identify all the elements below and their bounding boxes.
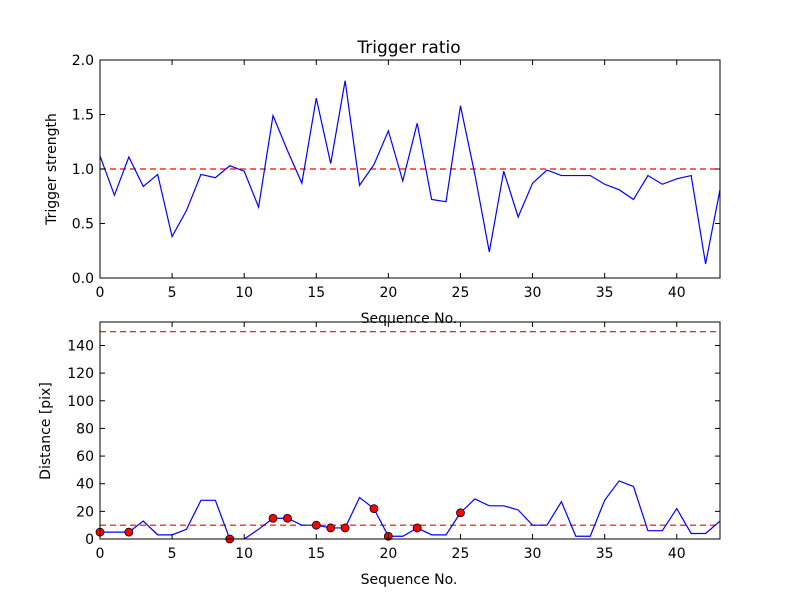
x-tick-label: 10 <box>235 546 253 562</box>
x-tick-label: 0 <box>96 285 105 301</box>
y-tick-label: 140 <box>67 338 94 354</box>
trigger-ratio-chart: Trigger ratio Sequence No. Trigger stren… <box>44 38 721 327</box>
x-tick-label: 20 <box>379 546 397 562</box>
y-axis-label: Trigger strength <box>44 113 60 226</box>
x-tick-label: 5 <box>168 285 177 301</box>
x-tick-label: 15 <box>307 546 325 562</box>
y-tick-label: 40 <box>76 477 94 493</box>
y-axis-label: Distance [pix] <box>38 382 54 480</box>
series-line <box>100 80 720 264</box>
y-tick-label: 20 <box>76 504 94 520</box>
x-tick-label: 40 <box>668 285 686 301</box>
data-point-marker <box>369 504 379 513</box>
data-point-marker <box>412 523 422 533</box>
x-tick-label: 30 <box>524 285 542 301</box>
y-tick-label: 80 <box>76 421 94 437</box>
plot-frame <box>99 321 721 540</box>
x-tick-label: 30 <box>524 546 542 562</box>
plot-area <box>100 80 720 264</box>
x-axis-label: Sequence No. <box>361 311 458 327</box>
data-point-marker <box>456 508 465 518</box>
y-tick-label: 1.5 <box>72 108 94 124</box>
x-tick-label: 10 <box>235 285 253 301</box>
x-tick-label: 20 <box>379 285 397 301</box>
y-tick-label: 1.0 <box>72 162 94 178</box>
distance-chart: Sequence No. Distance [pix] 0 5 10 15 20 25 30… <box>38 321 721 588</box>
y-tick-label: 0.5 <box>72 217 94 233</box>
data-point-marker <box>340 523 350 533</box>
plot-area <box>100 331 720 539</box>
y-tick-label: 120 <box>67 366 94 382</box>
x-axis-label: Sequence No. <box>361 572 458 588</box>
y-tick-label: 2.0 <box>72 53 94 69</box>
data-point-marker <box>283 513 292 523</box>
x-tick-label: 35 <box>596 285 614 301</box>
data-point-marker <box>311 520 321 530</box>
y-tick-label: 100 <box>67 394 94 410</box>
data-point-marker <box>268 513 278 523</box>
y-tick-label: 0.0 <box>72 271 94 287</box>
x-tick-label: 25 <box>452 546 470 562</box>
x-tick-label: 40 <box>668 546 686 562</box>
x-tick-label: 5 <box>168 546 177 562</box>
data-point-marker <box>326 523 336 533</box>
y-tick-label: 0 <box>85 532 94 548</box>
data-point-marker <box>124 527 134 537</box>
y-tick-label: 60 <box>76 449 94 465</box>
x-tick-label: 0 <box>96 546 105 562</box>
chart-title: Trigger ratio <box>356 38 460 58</box>
x-tick-label: 15 <box>307 285 325 301</box>
series-line <box>100 480 720 539</box>
x-tick-label: 35 <box>596 546 614 562</box>
x-tick-label: 25 <box>452 285 470 301</box>
